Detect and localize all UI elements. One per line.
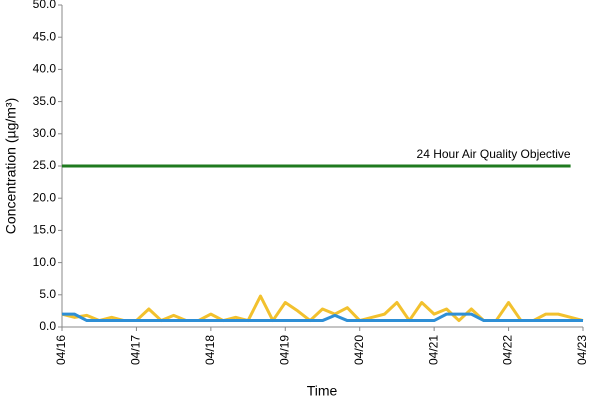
x-tick-label: 04/22	[501, 335, 515, 365]
x-tick-label: 04/18	[203, 335, 217, 365]
series-line	[61, 294, 584, 323]
y-tick-label: 10.0	[33, 255, 57, 269]
y-tick-label: 50.0	[33, 0, 57, 11]
series-line	[62, 312, 583, 323]
y-tick-label: 15.0	[33, 223, 57, 237]
y-tick-label: 40.0	[33, 62, 57, 76]
y-tick-label: 30.0	[33, 126, 57, 140]
y-tick-label: 0.0	[39, 319, 56, 333]
x-tick-label: 04/19	[277, 335, 291, 365]
x-tick-label: 04/16	[54, 335, 68, 365]
y-tick-label: 45.0	[33, 29, 57, 43]
x-tick-label: 04/23	[575, 335, 589, 365]
y-tick-label: 5.0	[39, 287, 56, 301]
x-axis-title: Time	[307, 383, 338, 399]
y-tick-label: 25.0	[33, 158, 57, 172]
y-tick-label: 20.0	[33, 190, 57, 204]
x-tick-label: 04/17	[129, 335, 143, 365]
series-label: 24 Hour Air Quality Objective	[417, 147, 571, 161]
x-tick-label: 04/21	[426, 335, 440, 365]
y-axis-title: Concentration (µg/m³)	[3, 98, 19, 234]
x-tick-label: 04/20	[352, 335, 366, 365]
y-tick-label: 35.0	[33, 94, 57, 108]
